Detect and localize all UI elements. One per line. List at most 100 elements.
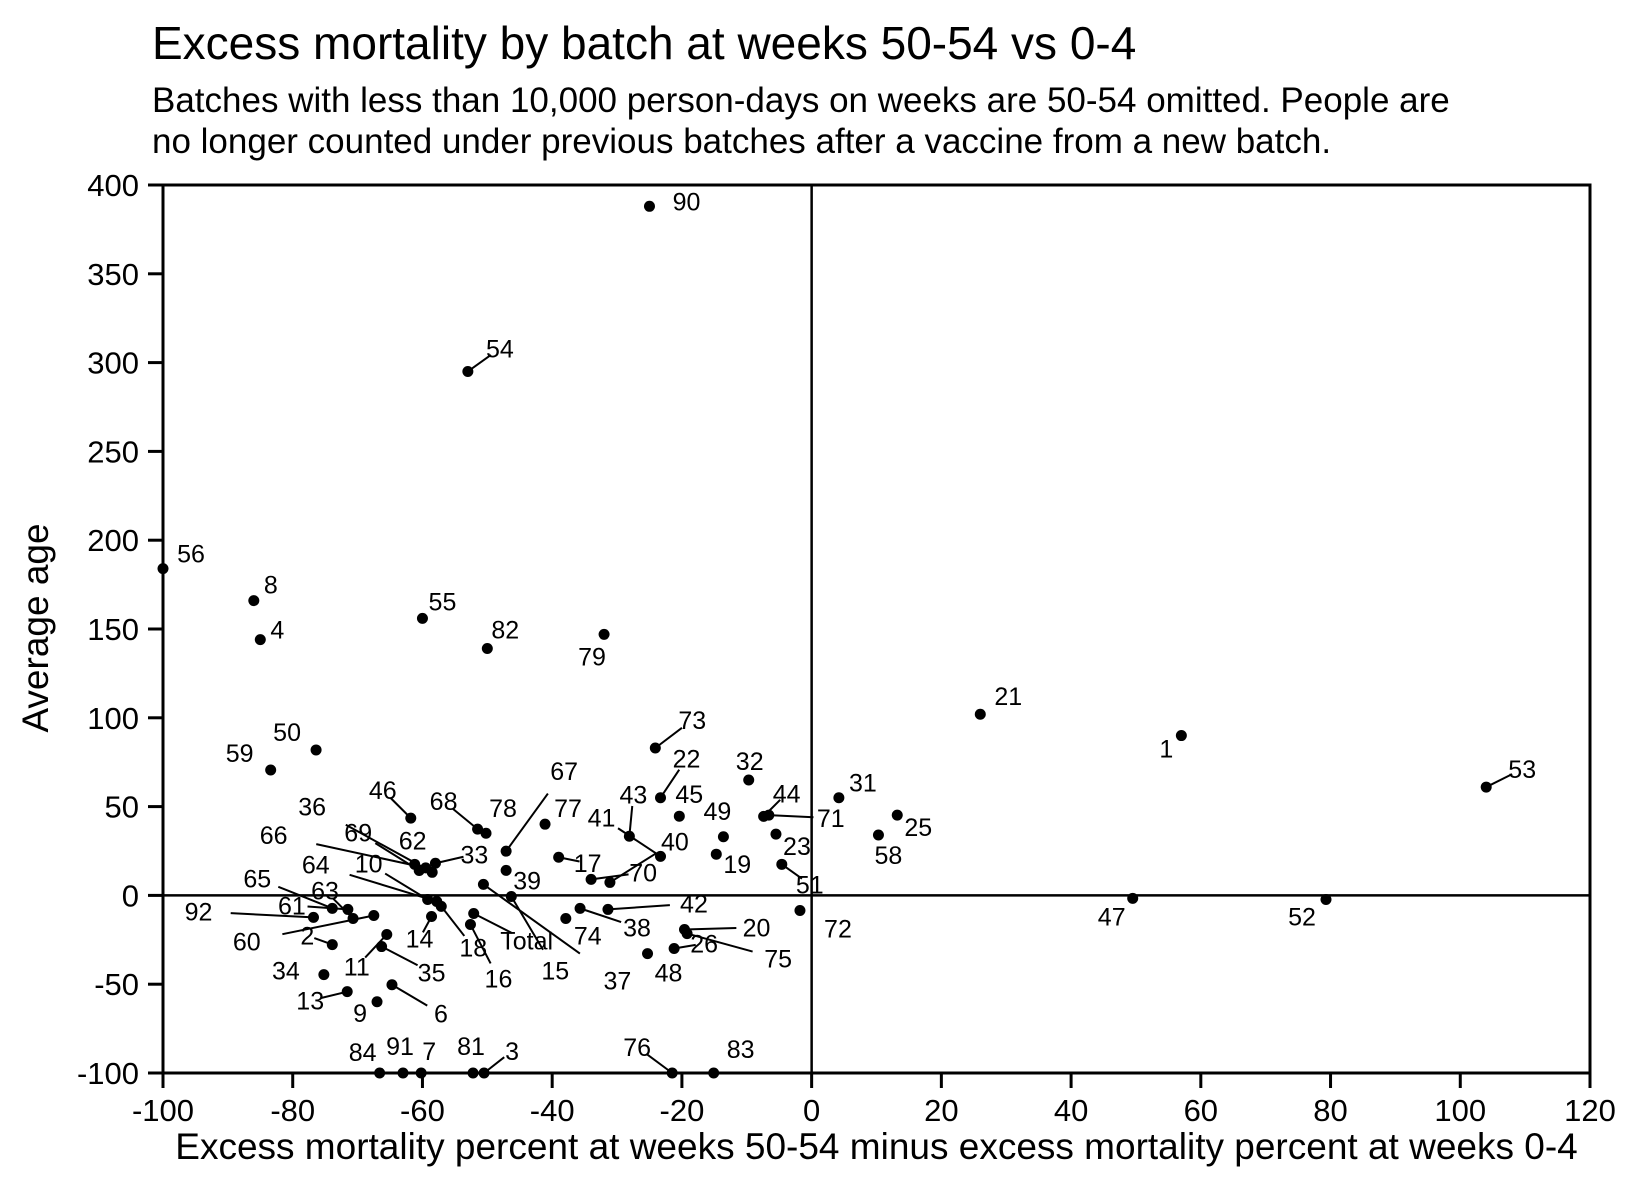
data-point-91: [397, 1067, 409, 1079]
point-label-17: 17: [574, 850, 602, 878]
label-leader-line: [440, 905, 466, 937]
data-point-52: [1320, 893, 1332, 905]
point-label-50: 50: [273, 719, 301, 747]
data-point-50: [310, 744, 322, 756]
point-label-23: 23: [783, 833, 811, 861]
y-tick-label: 350: [87, 257, 139, 292]
data-point-56: [157, 563, 169, 575]
data-point-18: [435, 900, 447, 912]
data-point-82: [481, 643, 493, 655]
point-label-32: 32: [736, 748, 764, 776]
data-point-Total: [468, 908, 480, 920]
data-point-17: [553, 851, 565, 863]
label-leader-line: [482, 883, 581, 955]
point-label-78: 78: [489, 795, 517, 823]
point-label-15: 15: [541, 957, 569, 985]
point-label-40: 40: [661, 828, 689, 856]
point-label-72: 72: [824, 915, 852, 943]
data-point-25: [891, 809, 903, 821]
data-point-65: [326, 902, 338, 914]
point-label-64: 64: [302, 851, 330, 879]
point-label-54: 54: [486, 335, 514, 363]
data-point-42: [602, 903, 614, 915]
data-point-3: [478, 1067, 490, 1079]
point-label-51: 51: [796, 871, 824, 899]
plot-border: [161, 183, 1592, 1075]
data-point-19: [710, 848, 722, 860]
point-label-19: 19: [723, 851, 751, 879]
y-tick-label: -50: [94, 967, 139, 1002]
label-leader-line: [230, 912, 314, 919]
point-label-22: 22: [673, 746, 701, 774]
data-point-34: [318, 969, 330, 981]
point-label-14: 14: [406, 926, 434, 954]
label-leader-line: [579, 907, 622, 923]
data-point-11: [381, 928, 393, 940]
label-leader-line: [510, 895, 544, 951]
point-label-Total: Total: [500, 928, 553, 956]
point-label-25: 25: [904, 814, 932, 842]
point-label-31: 31: [849, 770, 877, 798]
point-label-74: 74: [574, 922, 602, 950]
point-label-33: 33: [461, 841, 489, 869]
data-point-37: [477, 878, 489, 890]
x-tick-label: 40: [1054, 1093, 1088, 1128]
point-label-4: 4: [270, 617, 284, 645]
point-label-81: 81: [457, 1033, 485, 1061]
point-label-44: 44: [773, 780, 801, 808]
data-point-73: [649, 742, 661, 754]
data-point-7: [415, 1067, 427, 1079]
y-tick-label: 150: [87, 612, 139, 647]
point-label-3: 3: [505, 1038, 519, 1066]
label-leader-line: [277, 885, 333, 910]
data-point-32: [743, 774, 755, 786]
point-label-39: 39: [513, 867, 541, 895]
data-point-14: [426, 911, 438, 923]
point-label-82: 82: [491, 617, 519, 645]
chart-subtitle-line1: Batches with less than 10,000 person-day…: [152, 81, 1450, 120]
label-leader-line: [609, 852, 658, 884]
point-label-48: 48: [655, 960, 683, 988]
data-point-90: [643, 200, 655, 212]
point-label-41: 41: [588, 804, 616, 832]
label-leader-line: [282, 914, 375, 936]
point-label-58: 58: [875, 842, 903, 870]
data-point-84: [374, 1067, 386, 1079]
y-tick-label: 300: [87, 346, 139, 381]
chart-subtitle-line2: no longer counted under previous batches…: [152, 122, 1332, 161]
data-point-16: [464, 919, 476, 931]
label-leader-line: [686, 932, 753, 953]
point-label-79: 79: [578, 643, 606, 671]
y-tick-label: 400: [87, 168, 139, 203]
y-tick-label: -100: [77, 1056, 139, 1091]
point-label-49: 49: [704, 798, 732, 826]
point-label-84: 84: [349, 1039, 377, 1067]
x-tick-label: 120: [1564, 1093, 1616, 1128]
data-point-67: [500, 845, 512, 857]
y-tick-label: 250: [87, 434, 139, 469]
data-point-92: [307, 911, 319, 923]
x-axis-label: Excess mortality percent at weeks 50-54 …: [175, 1126, 1578, 1167]
data-point-26: [668, 943, 680, 955]
data-point-71: [763, 809, 775, 821]
point-label-67: 67: [550, 758, 578, 786]
data-point-13: [341, 986, 353, 998]
label-leader-line: [381, 945, 419, 967]
data-point-35: [376, 941, 388, 953]
x-tick-label: -80: [270, 1093, 315, 1128]
x-tick-label: -20: [660, 1093, 705, 1128]
data-point-76: [666, 1067, 678, 1079]
data-point-70: [585, 873, 597, 885]
point-label-16: 16: [485, 966, 513, 994]
label-leader-line: [684, 927, 737, 931]
label-leader-line: [473, 912, 513, 934]
point-label-18: 18: [459, 934, 487, 962]
data-point-79: [598, 628, 610, 640]
point-label-37: 37: [604, 967, 632, 995]
point-label-91: 91: [386, 1033, 414, 1061]
point-label-47: 47: [1098, 903, 1126, 931]
data-point-77: [539, 818, 551, 830]
point-label-46: 46: [369, 777, 397, 805]
